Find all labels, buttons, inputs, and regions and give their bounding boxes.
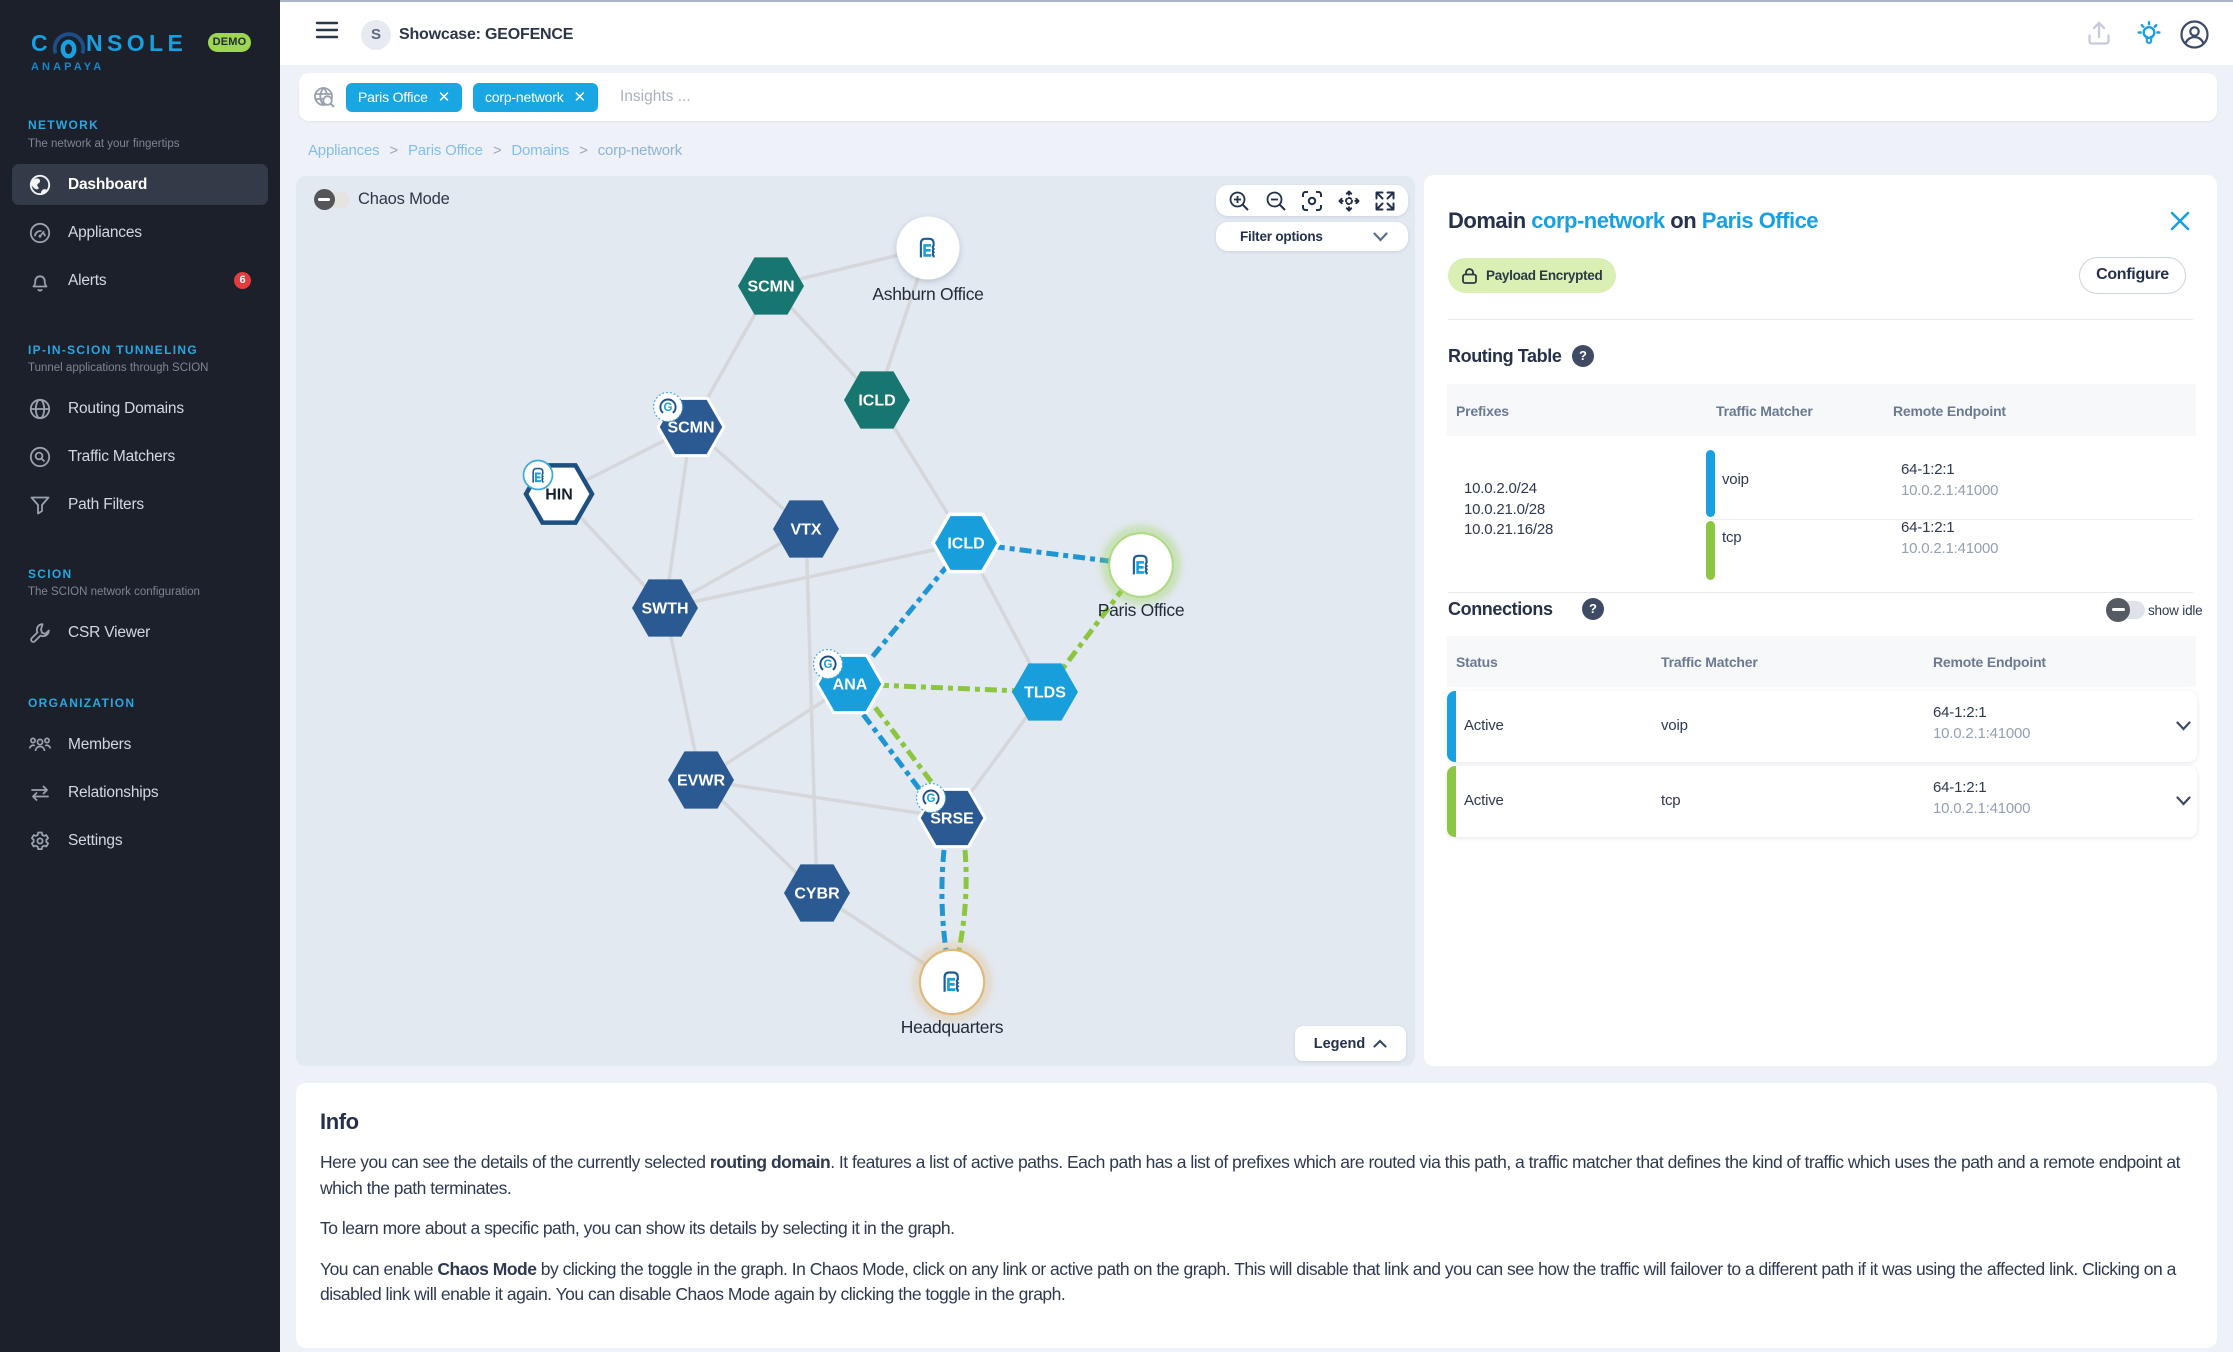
svg-text:SCMN: SCMN: [667, 420, 714, 437]
svg-text:HIN: HIN: [545, 487, 573, 504]
svg-text:ICLD: ICLD: [947, 536, 984, 553]
svg-text:ANA: ANA: [833, 677, 868, 694]
svg-text:SWTH: SWTH: [641, 601, 688, 618]
svg-text:CYBR: CYBR: [794, 886, 840, 903]
svg-text:EVWR: EVWR: [677, 773, 725, 790]
svg-text:Headquarters: Headquarters: [901, 1017, 1004, 1037]
svg-text:SCMN: SCMN: [747, 279, 794, 296]
svg-text:TLDS: TLDS: [1024, 685, 1066, 702]
svg-text:SRSE: SRSE: [930, 811, 974, 828]
svg-text:VTX: VTX: [790, 522, 821, 539]
svg-text:ICLD: ICLD: [858, 393, 895, 410]
svg-text:Ashburn Office: Ashburn Office: [872, 284, 983, 304]
svg-text:Paris Office: Paris Office: [1098, 600, 1185, 620]
